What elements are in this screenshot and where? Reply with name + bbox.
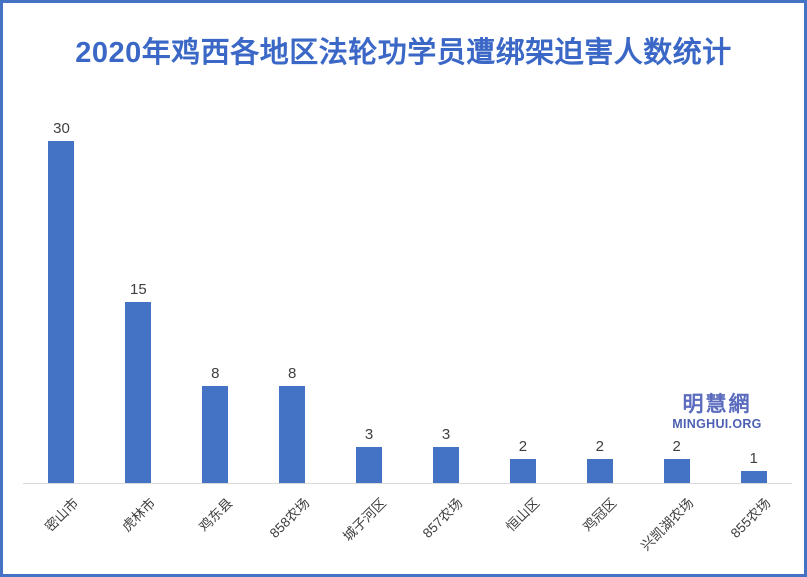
bar	[48, 141, 75, 483]
bar-value-label: 2	[672, 438, 681, 455]
bar-slot: 3	[331, 121, 408, 483]
bar-value-label: 8	[211, 365, 220, 382]
bar-value-label: 30	[53, 120, 70, 137]
category-label-cell: 密山市	[23, 484, 100, 574]
bar-value-label: 3	[441, 426, 451, 443]
category-labels: 密山市 虎林市 鸡东县 858农场 城子河区 857农场 恒山区 鸡冠区 兴凯湖农场 855农场	[23, 484, 792, 574]
category-label: 855农场	[727, 495, 774, 541]
category-label: 兴凯湖农场	[638, 495, 697, 554]
bar	[279, 386, 306, 483]
plot-area: 30 15 8 8 3 3 2 2 2 1	[23, 121, 792, 484]
bar	[125, 302, 152, 483]
bar-slot: 2	[561, 121, 638, 483]
bar-value-label: 15	[130, 281, 147, 298]
bar-slot: 1	[715, 121, 792, 483]
bar	[509, 459, 536, 483]
category-label: 密山市	[42, 495, 82, 535]
chart-title: 2020年鸡西各地区法轮功学员遭绑架迫害人数统计	[75, 37, 732, 69]
bar-slot: 30	[23, 121, 100, 483]
category-label-cell: 兴凯湖农场	[638, 484, 715, 574]
bar-value-label: 2	[518, 438, 528, 455]
category-label-cell: 鸡冠区	[561, 484, 638, 574]
bar	[586, 459, 613, 483]
category-label-cell: 鸡东县	[177, 484, 254, 574]
category-label: 858农场	[266, 495, 313, 541]
category-label: 虎林市	[119, 495, 159, 535]
category-label-cell: 恒山区	[484, 484, 561, 574]
bar	[740, 471, 767, 483]
category-label: 鸡东县	[195, 495, 236, 535]
bar-slot: 3	[408, 121, 485, 483]
bar-slot: 8	[254, 121, 331, 483]
bar-slot: 2	[484, 121, 561, 483]
bar	[663, 459, 690, 483]
category-label-cell: 858农场	[254, 484, 331, 574]
category-label-cell: 857农场	[408, 484, 485, 574]
bar-value-label: 2	[595, 438, 604, 455]
bar	[202, 386, 229, 483]
category-label: 城子河区	[340, 495, 389, 545]
bar	[356, 447, 383, 483]
bar	[432, 447, 459, 483]
category-label-cell: 城子河区	[331, 484, 408, 574]
bar-slot: 2	[638, 121, 715, 483]
bar-value-label: 1	[749, 450, 758, 467]
category-label-cell: 虎林市	[100, 484, 177, 574]
category-label: 857农场	[420, 495, 466, 541]
category-label: 鸡冠区	[580, 495, 620, 535]
bar-value-label: 8	[288, 365, 297, 382]
category-label-cell: 855农场	[715, 484, 792, 574]
bar-value-label: 3	[364, 426, 374, 443]
bar-slot: 15	[100, 121, 177, 483]
bar-slot: 8	[177, 121, 254, 483]
category-label: 恒山区	[503, 495, 543, 535]
